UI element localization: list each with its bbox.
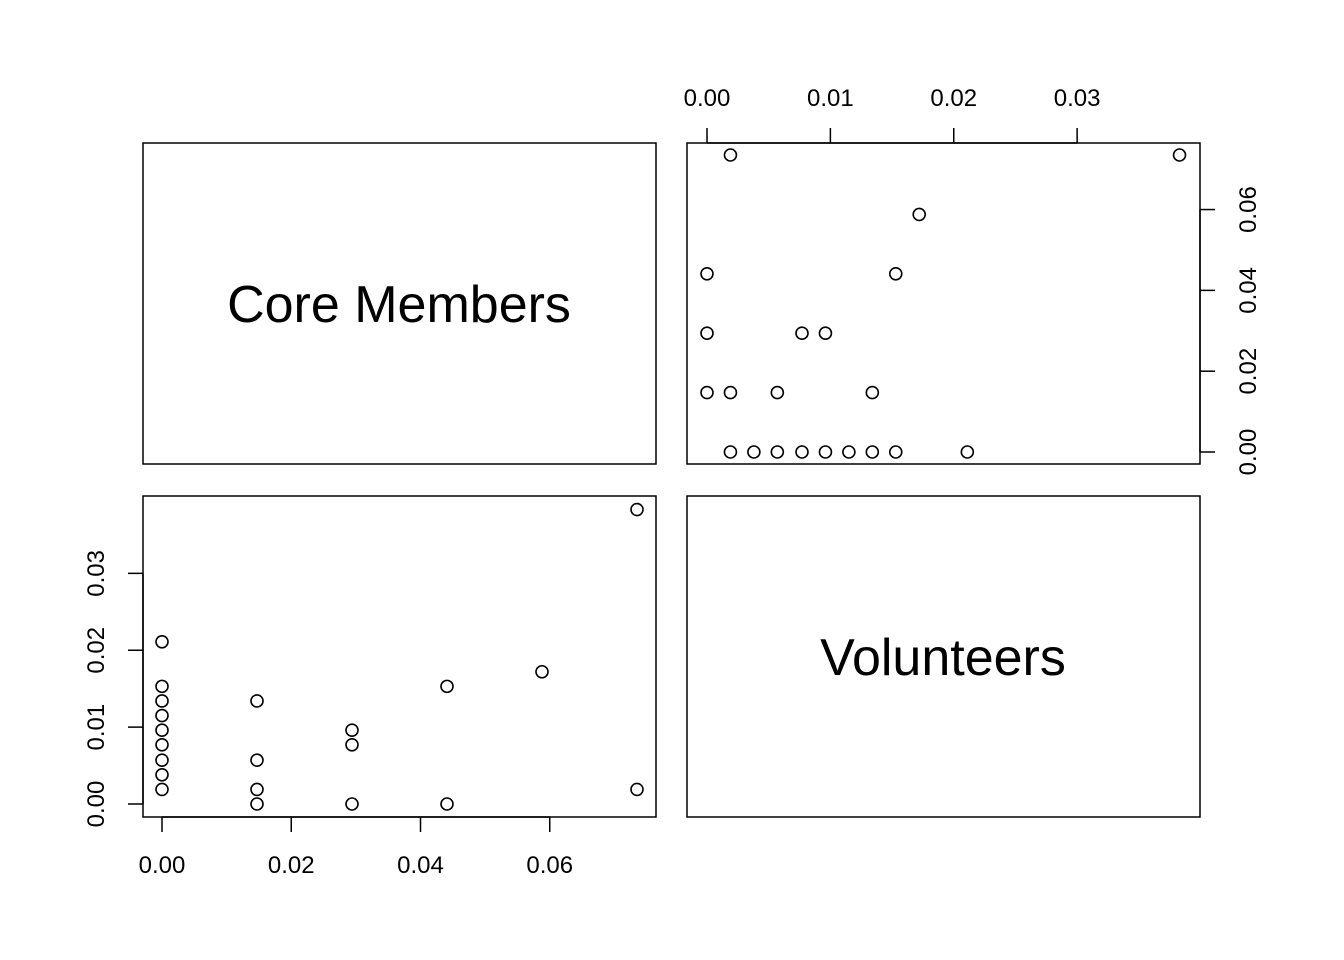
data-point — [155, 694, 169, 708]
diag-label-core-members: Core Members — [227, 276, 571, 334]
data-point — [440, 679, 454, 694]
data-point — [155, 634, 169, 649]
data-point — [155, 753, 169, 767]
bottom-axis-tick-label: 0.04 — [397, 852, 444, 879]
data-point — [795, 445, 809, 459]
data-point — [888, 445, 903, 459]
panel-top-left — [142, 142, 657, 465]
data-point — [535, 664, 549, 679]
data-point — [723, 385, 738, 400]
left-axis-tick-label: 0.00 — [83, 781, 110, 828]
top-axis: 0.00 0.01 0.02 0.03 — [684, 85, 1101, 144]
left-axis: 0.00 0.01 0.02 0.03 — [83, 550, 144, 828]
data-point — [155, 708, 169, 723]
data-point — [700, 266, 714, 281]
bottom-axis-tick-label: 0.02 — [268, 852, 315, 879]
points-upper-panel — [700, 148, 1187, 459]
data-point — [865, 385, 880, 400]
top-axis-tick-label: 0.00 — [684, 85, 731, 112]
left-axis-tick-label: 0.03 — [83, 550, 110, 597]
right-axis-tick-label: 0.02 — [1235, 348, 1262, 395]
data-point — [250, 782, 264, 797]
panel-bottom-left — [142, 495, 657, 818]
right-axis-tick-label: 0.04 — [1235, 267, 1262, 314]
data-point — [250, 694, 264, 708]
data-point — [345, 737, 359, 752]
data-point — [155, 782, 169, 797]
data-point — [700, 326, 714, 341]
data-point — [912, 207, 927, 222]
data-point — [1172, 148, 1187, 162]
data-point — [345, 797, 359, 811]
data-point — [723, 445, 738, 459]
right-axis-tick-label: 0.00 — [1235, 429, 1262, 476]
data-point — [630, 502, 644, 517]
right-axis: 0.00 0.02 0.04 0.06 — [1199, 186, 1262, 476]
top-axis-tick-label: 0.01 — [807, 85, 854, 112]
data-point — [818, 326, 833, 341]
bottom-axis-tick-label: 0.06 — [526, 852, 573, 879]
points-lower-panel — [155, 502, 644, 811]
left-axis-tick-label: 0.02 — [83, 627, 110, 674]
left-axis-tick-label: 0.01 — [83, 704, 110, 751]
data-point — [250, 753, 264, 767]
data-point — [155, 737, 169, 752]
data-point — [250, 797, 264, 811]
data-point — [770, 445, 785, 459]
top-axis-tick-label: 0.02 — [930, 85, 977, 112]
data-point — [865, 445, 880, 459]
data-point — [795, 326, 809, 341]
data-point — [747, 445, 761, 459]
data-point — [770, 385, 785, 400]
data-point — [155, 679, 169, 694]
panel-bottom-right — [686, 495, 1201, 818]
data-point — [723, 148, 738, 162]
top-axis-tick-label: 0.03 — [1054, 85, 1101, 112]
bottom-axis: 0.00 0.02 0.04 0.06 — [139, 816, 573, 879]
data-point — [155, 723, 169, 737]
data-point — [842, 445, 856, 459]
panel-top-right — [686, 142, 1201, 465]
right-axis-tick-label: 0.06 — [1235, 186, 1262, 233]
data-point — [630, 782, 644, 797]
diag-label-volunteers: Volunteers — [820, 629, 1066, 687]
data-point — [155, 767, 169, 782]
data-point — [888, 266, 903, 281]
data-point — [960, 445, 975, 459]
data-point — [700, 385, 714, 400]
data-point — [440, 797, 454, 811]
bottom-axis-tick-label: 0.00 — [139, 852, 186, 879]
data-point — [345, 723, 359, 737]
data-point — [818, 445, 833, 459]
